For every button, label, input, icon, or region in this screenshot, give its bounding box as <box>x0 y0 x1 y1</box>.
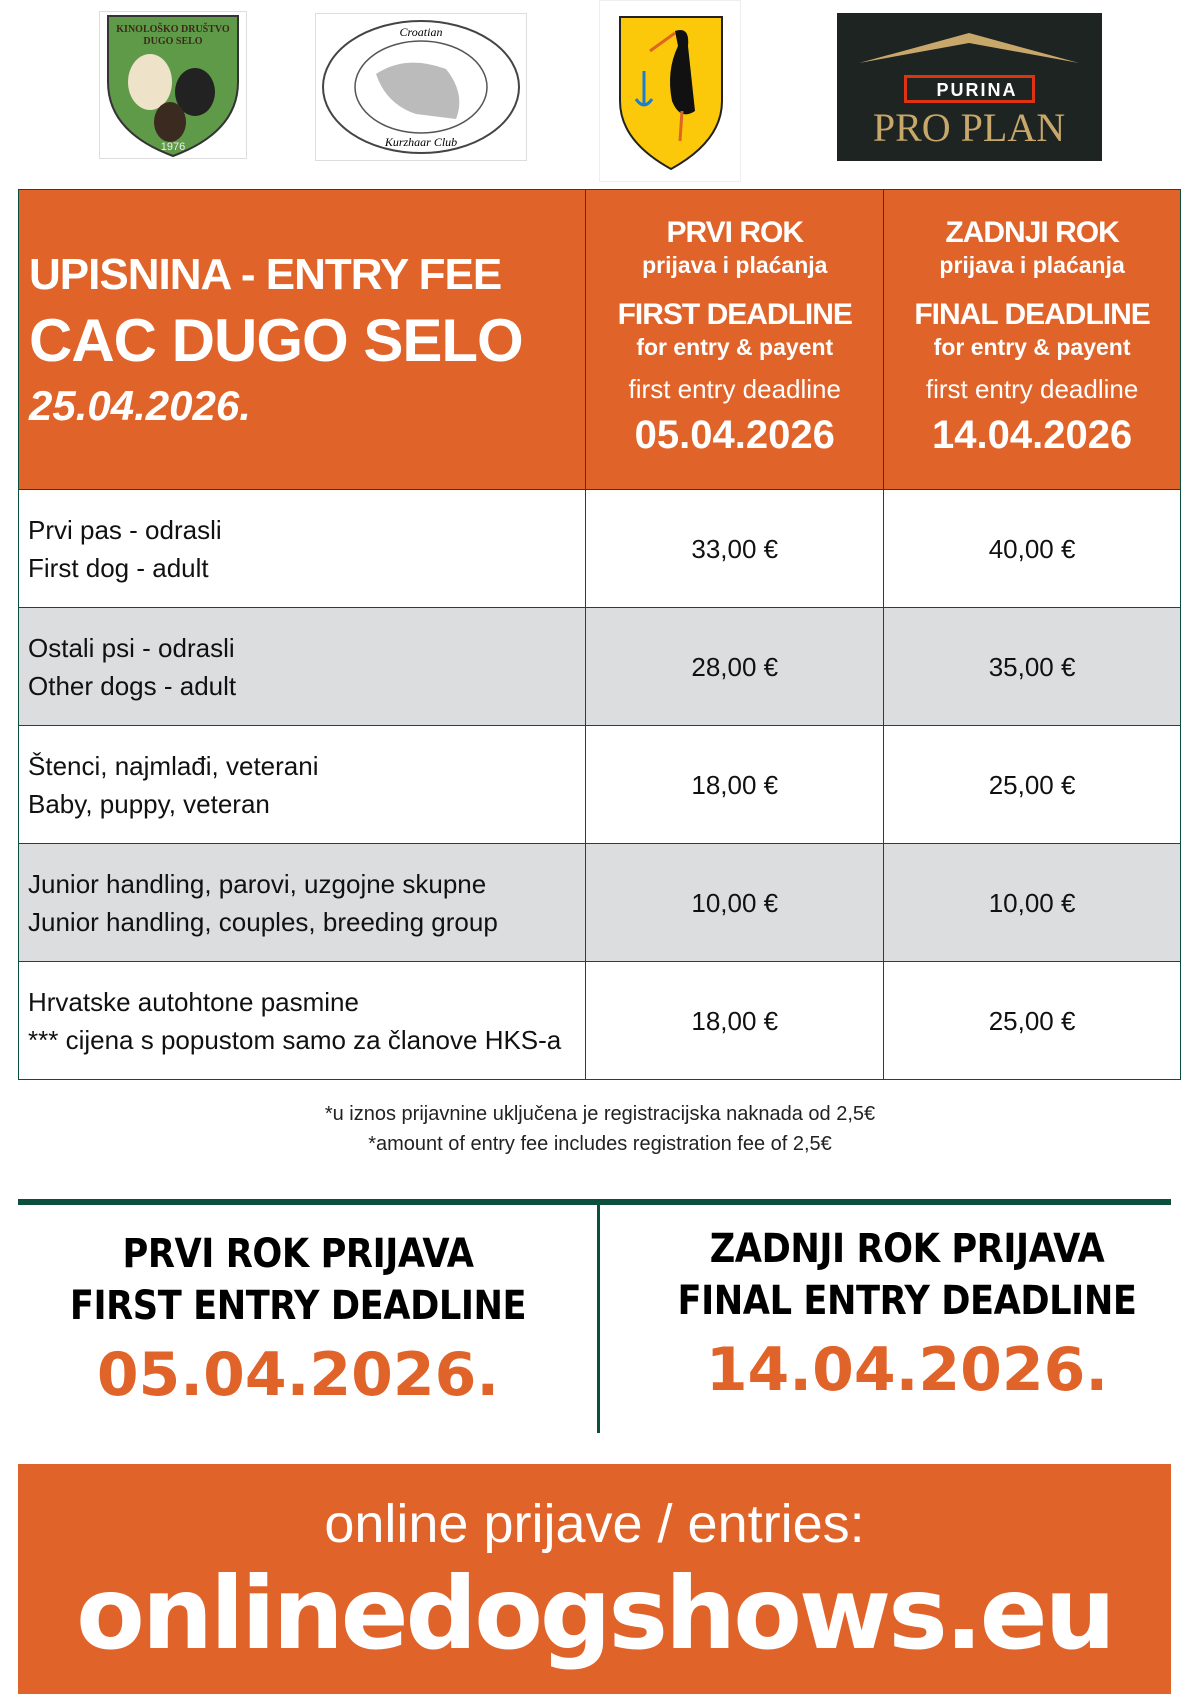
svg-text:PURINA: PURINA <box>936 80 1017 100</box>
category-cell: Štenci, najmlađi, veterani Baby, puppy, v… <box>17 725 587 844</box>
show-name: CAC DUGO SELO <box>29 306 524 374</box>
category-en: Other dogs - adult <box>28 670 237 701</box>
online-entries-label: online prijave / entries: <box>324 1494 865 1554</box>
table-row: Prvi pas - odrasli First dog - adult 33,0… <box>17 489 1181 608</box>
svg-text:KINOLOŠKO DRUŠTVO: KINOLOŠKO DRUŠTVO <box>116 22 230 35</box>
final-fee: 40,00 € <box>883 489 1181 608</box>
footnote-en: *amount of entry fee includes registrati… <box>368 1133 832 1155</box>
header-sublabel: for entry & payent <box>636 333 834 360</box>
svg-text:DUGO SELO: DUGO SELO <box>143 36 202 47</box>
first-deadline-header: PRVI ROK prijava i plaćanja FIRST DEADLI… <box>585 189 885 490</box>
final-fee: 10,00 € <box>883 843 1181 962</box>
final-deadline-block: ZADNJI ROK PRIJAVA FINAL ENTRY DEADLINE … <box>617 1223 1197 1413</box>
category-hr: Ostali psi - odrasli <box>28 632 235 663</box>
kurzhaar-club-logo: Croatian Kurzhaar Club <box>315 13 527 161</box>
deadline-label-hr: PRVI ROK PRIJAVA <box>122 1231 474 1277</box>
header-label: FINAL DEADLINE <box>914 297 1150 331</box>
first-fee: 18,00 € <box>585 961 885 1080</box>
first-fee: 28,00 € <box>585 607 885 726</box>
category-en: First dog - adult <box>28 552 209 583</box>
header-label: ZADNJI ROK <box>945 215 1119 249</box>
first-deadline-block: PRVI ROK PRIJAVA FIRST ENTRY DEADLINE 05… <box>8 1228 588 1418</box>
divider-line <box>18 1199 1171 1205</box>
final-fee: 25,00 € <box>883 961 1181 1080</box>
header-date: 14.04.2026 <box>931 412 1133 457</box>
table-row: Štenci, najmlađi, veterani Baby, puppy, v… <box>17 725 1181 844</box>
header-title-cell: UPISNINA - ENTRY FEE CAC DUGO SELO 25.04… <box>17 189 587 490</box>
online-entries-url[interactable]: onlinedogshows.eu <box>76 1555 1116 1672</box>
coat-of-arms-logo <box>599 0 741 182</box>
table-row: Ostali psi - odrasli Other dogs - adult 2… <box>17 607 1181 726</box>
first-fee: 33,00 € <box>585 489 885 608</box>
deadline-date: 05.04.2026. <box>96 1340 500 1410</box>
final-deadline-header: ZADNJI ROK prijava i plaćanja FINAL DEAD… <box>883 189 1181 490</box>
category-hr: Hrvatske autohtone pasmine <box>28 986 359 1017</box>
show-date: 25.04.2026. <box>29 381 251 429</box>
final-fee: 25,00 € <box>883 725 1181 844</box>
svg-text:Kurzhaar Club: Kurzhaar Club <box>384 135 457 149</box>
header-date: 05.04.2026 <box>634 412 835 457</box>
footnote-hr: *u iznos prijavnine uključena je registr… <box>324 1103 876 1125</box>
header-sublabel: for entry & payent <box>933 333 1131 360</box>
svg-text:PRO PLAN: PRO PLAN <box>873 105 1065 150</box>
header-label: FIRST DEADLINE <box>617 297 853 331</box>
entry-fee-table: UPISNINA - ENTRY FEE CAC DUGO SELO 25.04… <box>17 189 1181 1080</box>
category-cell: Ostali psi - odrasli Other dogs - adult <box>17 607 587 726</box>
deadline-label-hr: ZADNJI ROK PRIJAVA <box>709 1226 1105 1272</box>
deadline-date: 14.04.2026. <box>705 1335 1109 1405</box>
category-cell: Prvi pas - odrasli First dog - adult <box>17 489 587 608</box>
category-cell: Junior handling, parovi, uzgojne skupne J… <box>17 843 587 962</box>
category-hr: Prvi pas - odrasli <box>28 514 222 545</box>
svg-text:1976: 1976 <box>161 141 185 153</box>
header-sublabel: prijava i plaćanja <box>642 251 828 278</box>
deadline-label-en: FIRST ENTRY DEADLINE <box>69 1283 527 1329</box>
category-hr: Štenci, najmlađi, veterani <box>28 750 319 781</box>
club-logo: KINOLOŠKO DRUŠTVO DUGO SELO 1976 <box>99 11 247 159</box>
category-en: Junior handling, couples, breeding group <box>28 906 498 937</box>
first-fee: 18,00 € <box>585 725 885 844</box>
header-label: PRVI ROK <box>666 215 804 249</box>
table-row: Hrvatske autohtone pasmine *** cijena s p… <box>17 961 1181 1080</box>
deadline-label-en: FINAL ENTRY DEADLINE <box>677 1278 1137 1324</box>
vertical-divider <box>597 1205 600 1433</box>
table-row: Junior handling, parovi, uzgojne skupne J… <box>17 843 1181 962</box>
table-header-row: UPISNINA - ENTRY FEE CAC DUGO SELO 25.04… <box>17 189 1181 490</box>
online-entries-banner: online prijave / entries: onlinedogshows… <box>18 1464 1171 1694</box>
header-note: first entry deadline <box>628 373 841 404</box>
category-en: Baby, puppy, veteran <box>28 788 270 819</box>
final-fee: 35,00 € <box>883 607 1181 726</box>
svg-text:Croatian: Croatian <box>400 25 443 39</box>
header-sublabel: prijava i plaćanja <box>939 251 1125 278</box>
category-cell: Hrvatske autohtone pasmine *** cijena s p… <box>17 961 587 1080</box>
category-hr: Junior handling, parovi, uzgojne skupne <box>28 868 487 899</box>
header-note: first entry deadline <box>925 373 1139 404</box>
first-fee: 10,00 € <box>585 843 885 962</box>
entry-fee-title: UPISNINA - ENTRY FEE <box>29 249 502 299</box>
purina-pro-plan-logo: PURINA PRO PLAN <box>837 13 1102 161</box>
category-en: *** cijena s popustom samo za članove HK… <box>28 1024 562 1055</box>
